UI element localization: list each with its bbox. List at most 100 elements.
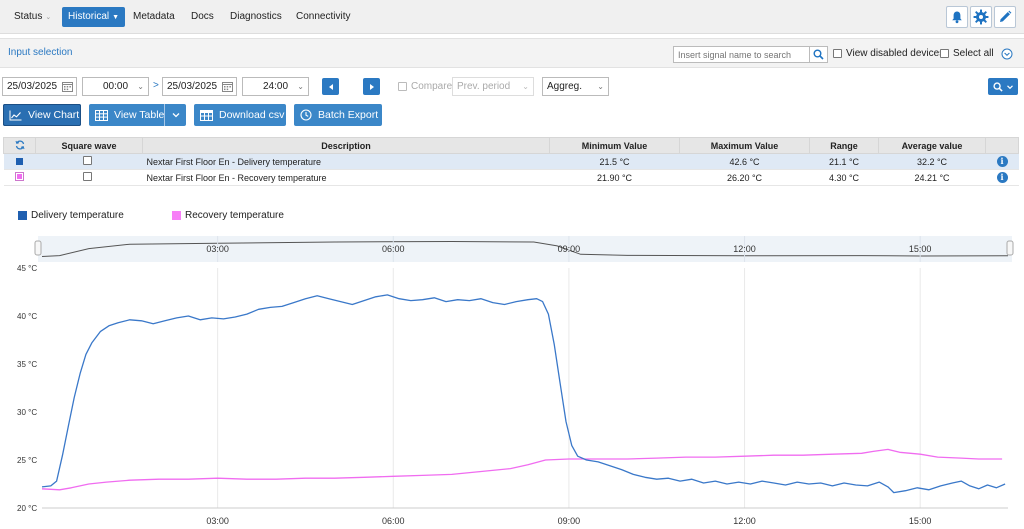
nav-tab-diagnostics[interactable]: Diagnostics: [230, 7, 282, 27]
chevron-down-icon: ⌄: [45, 14, 52, 21]
header-range[interactable]: Range: [809, 137, 879, 154]
nav-tab-label: Status: [14, 11, 43, 22]
view-table-button[interactable]: View Table: [89, 104, 186, 126]
signal-table: Square wave Description Minimum Value Ma…: [3, 137, 1019, 186]
start-time-select[interactable]: 00:00 ⌄: [82, 77, 149, 96]
row-min: 21.5 °C: [549, 153, 680, 170]
signal-search: [673, 46, 828, 63]
y-tick-label: 35 °C: [17, 360, 37, 369]
chevron-down-icon: ⌄: [522, 82, 529, 91]
row-description: Nextar First Floor En - Delivery tempera…: [142, 153, 550, 170]
view-disabled-devices[interactable]: View disabled devices: [833, 48, 944, 59]
line-chart-icon: [9, 110, 22, 120]
nav-tab-label: Metadata: [133, 11, 175, 22]
nav-tab-docs[interactable]: Docs: [191, 7, 214, 27]
previous-period-button[interactable]: [322, 78, 339, 95]
compare-label: Compare: [411, 81, 453, 92]
aggregation-select[interactable]: Aggreg. ⌄: [542, 77, 609, 96]
y-tick-label: 45 °C: [17, 264, 37, 273]
x-tick-label: 06:00: [382, 516, 405, 526]
calendar-icon[interactable]: [222, 81, 233, 92]
header-maximum-value[interactable]: Maximum Value: [679, 137, 810, 154]
nav-tab-connectivity[interactable]: Connectivity: [296, 7, 350, 27]
view-disabled-checkbox[interactable]: [833, 49, 842, 58]
chevron-down-icon: ⌄: [597, 82, 604, 91]
navigator-tick-label: 09:00: [558, 244, 581, 254]
series-line-recovery-temperature: [41, 448, 1003, 491]
end-date-field[interactable]: 25/03/2025: [162, 77, 237, 96]
row-min: 21.90 °C: [549, 169, 680, 186]
navigator-background[interactable]: [38, 236, 1012, 262]
nav-tab-label: Connectivity: [296, 11, 351, 22]
navigator-tick-label: 03:00: [206, 244, 229, 254]
next-period-button[interactable]: [363, 78, 380, 95]
edit-button[interactable]: [994, 6, 1016, 28]
start-date-field[interactable]: 25/03/2025: [2, 77, 77, 96]
y-tick-label: 30 °C: [17, 408, 37, 417]
header-minimum-value[interactable]: Minimum Value: [549, 137, 680, 154]
end-time-select[interactable]: 24:00 ⌄: [242, 77, 309, 96]
chevron-down-icon: ⌄: [137, 82, 144, 91]
search-icon: [813, 49, 824, 60]
header-average-value[interactable]: Average value: [878, 137, 986, 154]
x-tick-label: 09:00: [558, 516, 581, 526]
calendar-icon[interactable]: [62, 81, 73, 92]
nav-tab-status[interactable]: Status ⌄: [14, 7, 51, 27]
signal-search-input[interactable]: [674, 47, 809, 62]
end-time-value: 24:00: [262, 81, 289, 92]
nav-tab-metadata[interactable]: Metadata: [133, 7, 175, 27]
signal-search-button[interactable]: [809, 47, 827, 62]
square-wave-checkbox[interactable]: [82, 172, 92, 181]
select-all-label: Select all: [953, 48, 994, 59]
chevron-down-icon: ▼: [112, 14, 120, 21]
table-row[interactable]: Nextar First Floor En - Recovery tempera…: [3, 169, 1019, 186]
input-selection-bar: Input selection View disabled devices Se…: [0, 38, 1024, 68]
row-range: 21.1 °C: [809, 153, 879, 170]
nav-tab-label: Historical: [68, 11, 110, 22]
y-tick-label: 40 °C: [17, 312, 37, 321]
collapse-toggle-icon[interactable]: [1001, 48, 1013, 60]
legend-swatch: [172, 211, 181, 220]
input-selection-title[interactable]: Input selection: [8, 47, 73, 58]
settings-button[interactable]: [970, 6, 992, 28]
series-line-delivery-temperature: [41, 294, 1006, 494]
compare-checkbox[interactable]: [398, 82, 407, 91]
info-icon[interactable]: i: [996, 156, 1008, 167]
end-date-value: 25/03/2025: [167, 81, 218, 92]
view-table-dropdown[interactable]: [164, 104, 186, 126]
header-description[interactable]: Description: [142, 137, 550, 154]
caret-right-icon: [369, 83, 374, 90]
navigator-right-handle[interactable]: [1006, 240, 1014, 256]
table-header-row: Square wave Description Minimum Value Ma…: [3, 137, 1019, 154]
row-range: 4.30 °C: [809, 169, 879, 186]
chevron-down-icon: ⌄: [297, 82, 304, 91]
view-chart-button[interactable]: View Chart: [3, 104, 81, 126]
nav-tab-label: Docs: [191, 11, 214, 22]
info-icon[interactable]: i: [996, 172, 1008, 183]
series-color-swatch[interactable]: [15, 172, 24, 181]
x-tick-label: 15:00: [909, 516, 932, 526]
compare-toggle[interactable]: Compare: [398, 81, 452, 92]
batch-export-button[interactable]: Batch Export: [294, 104, 382, 126]
navigator-series-line: [41, 240, 1009, 257]
select-all[interactable]: Select all: [940, 48, 994, 59]
nav-tab-historical[interactable]: Historical ▼: [62, 7, 126, 27]
legend-delivery-temperature[interactable]: Delivery temperature: [18, 210, 124, 221]
refresh-header[interactable]: [3, 137, 36, 154]
notifications-button[interactable]: [946, 6, 968, 28]
navigator-left-handle[interactable]: [34, 240, 42, 256]
download-csv-button[interactable]: Download csv: [194, 104, 286, 126]
x-tick-label: 12:00: [733, 516, 756, 526]
header-info: [985, 137, 1019, 154]
square-wave-checkbox[interactable]: [82, 156, 92, 165]
view-disabled-label: View disabled devices: [846, 48, 945, 59]
spreadsheet-icon: [200, 109, 213, 121]
legend-recovery-temperature[interactable]: Recovery temperature: [172, 210, 284, 221]
compare-period-select[interactable]: Prev. period ⌄: [452, 77, 534, 96]
search-options-button[interactable]: [988, 78, 1018, 95]
aggregation-value: Aggreg.: [547, 81, 583, 92]
series-color-swatch[interactable]: [16, 157, 23, 165]
select-all-checkbox[interactable]: [940, 49, 949, 58]
header-square-wave[interactable]: Square wave: [35, 137, 143, 154]
table-row[interactable]: Nextar First Floor En - Delivery tempera…: [3, 153, 1019, 170]
